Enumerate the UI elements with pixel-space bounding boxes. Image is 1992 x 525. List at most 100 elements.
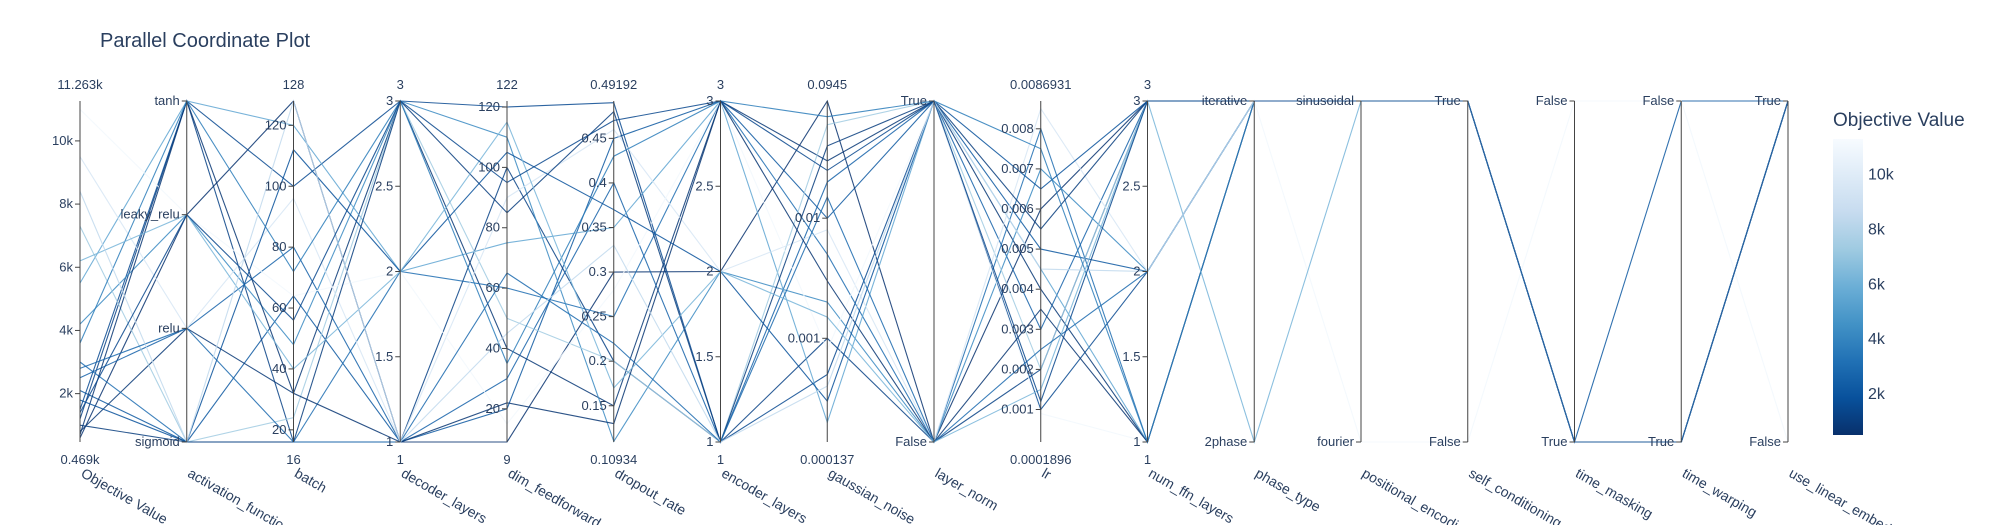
tick-label: 100 — [265, 178, 287, 193]
tick-label: True — [901, 93, 927, 108]
range-min-label: 16 — [286, 452, 300, 467]
range-max-label: 128 — [283, 77, 305, 92]
tick-label: 80 — [272, 239, 286, 254]
tick-label: 10k — [52, 133, 73, 148]
tick-label: relu — [158, 320, 180, 335]
tick-label: 100 — [478, 159, 500, 174]
axis-title: positional_encodi — [1360, 465, 1462, 525]
tick-label: 2 — [1133, 264, 1140, 279]
axis-title: self_conditioning — [1466, 465, 1564, 525]
tick-label: 0.25 — [581, 309, 606, 324]
axis-title: dim_feedforward — [506, 465, 604, 525]
tick-label: 4k — [59, 322, 73, 337]
tick-label: 1 — [1133, 434, 1140, 449]
tick-label: 2 — [706, 264, 713, 279]
tick-label: 40 — [272, 361, 286, 376]
axis-title: use_linear_embed — [1787, 465, 1895, 525]
range-min-label: 9 — [503, 452, 510, 467]
tick-label: 1 — [386, 434, 393, 449]
tick-label: 8k — [59, 196, 73, 211]
range-min-label: 1 — [717, 452, 724, 467]
range-min-label: 0.10934 — [590, 452, 637, 467]
tick-label: 2.5 — [695, 178, 713, 193]
tick-label: sigmoid — [135, 434, 180, 449]
range-min-label: 0.000137 — [800, 452, 854, 467]
tick-label: 2k — [59, 386, 73, 401]
tick-label: True — [1435, 93, 1461, 108]
axis-title: time_masking — [1573, 465, 1656, 522]
axis-layer-norm: False True layer_norm — [895, 93, 1001, 514]
tick-label: 0.003 — [1001, 321, 1034, 336]
tick-label: 0.006 — [1001, 201, 1034, 216]
axis-title: lr — [1039, 465, 1054, 483]
tick-label: 120 — [478, 99, 500, 114]
range-min-label: 1 — [397, 452, 404, 467]
range-min-label: 0.469k — [60, 452, 100, 467]
colorbar-gradient — [1833, 139, 1863, 435]
tick-label: 0.002 — [1001, 361, 1034, 376]
axis-title: encoder_layers — [719, 465, 810, 525]
tick-label: False — [1749, 434, 1781, 449]
tick-label: 1 — [706, 434, 713, 449]
tick-label: 0.15 — [581, 398, 606, 413]
axis-time-masking: True False time_masking — [1536, 93, 1656, 522]
colorbar-title: Objective Value — [1833, 110, 1965, 131]
tick-label: 40 — [486, 340, 500, 355]
tick-label: 0.004 — [1001, 281, 1034, 296]
tick-label: 0.01 — [795, 210, 820, 225]
tick-label: 2 — [386, 264, 393, 279]
tick-label: 2.5 — [375, 178, 393, 193]
axis-title: dropout_rate — [612, 465, 689, 519]
range-max-label: 3 — [397, 77, 404, 92]
tick-label: fourier — [1317, 434, 1355, 449]
tick-label: False — [1429, 434, 1461, 449]
tick-label: 6k — [59, 259, 73, 274]
range-max-label: 0.49192 — [590, 77, 637, 92]
tick-label: 1.5 — [1122, 349, 1140, 364]
tick-label: 60 — [486, 280, 500, 295]
axis-title: num_ffn_layers — [1146, 465, 1237, 525]
tick-label: 0.4 — [589, 175, 607, 190]
tick-label: 0.005 — [1001, 241, 1034, 256]
tick-label: 2.5 — [1122, 178, 1140, 193]
axis-title: phase_type — [1253, 465, 1324, 515]
axis-activation-functio: sigmoid relu leaky_relu tanh activation_func… — [120, 93, 287, 525]
axis-use-linear-embed: False True use_linear_embed — [1749, 93, 1894, 525]
range-max-label: 0.0945 — [807, 77, 847, 92]
tick-label: 0.008 — [1001, 121, 1034, 136]
range-max-label: 3 — [1144, 77, 1151, 92]
axis-lr: 0.001 0.002 0.003 0.004 0.005 0.006 0.007 0.008… — [1001, 77, 1071, 483]
tick-label: 0.35 — [581, 219, 606, 234]
tick-label: 120 — [265, 117, 287, 132]
tick-label: iterative — [1202, 93, 1248, 108]
tick-label: True — [1755, 93, 1781, 108]
axis-title: batch — [292, 465, 330, 496]
axis-title: Objective Value — [79, 465, 171, 525]
range-min-label: 0.0001896 — [1010, 452, 1071, 467]
axis-self-conditioning: False True self_conditioning — [1429, 93, 1565, 525]
tick-label: 20 — [272, 422, 286, 437]
colorbar: Objective Value 2k 4k 6k 8k 10k — [1833, 110, 1965, 435]
tick-label: True — [1541, 434, 1567, 449]
range-max-label: 3 — [717, 77, 724, 92]
axis-time-warping: True False time_warping — [1642, 93, 1759, 520]
tick-label: True — [1648, 434, 1674, 449]
tick-label: leaky_relu — [120, 207, 179, 222]
range-max-label: 0.0086931 — [1010, 77, 1071, 92]
colorbar-tick-label: 2k — [1868, 386, 1886, 403]
tick-label: False — [1536, 93, 1568, 108]
tick-label: 80 — [486, 220, 500, 235]
tick-label: 1.5 — [375, 349, 393, 364]
tick-label: 1.5 — [695, 349, 713, 364]
tick-label: False — [1642, 93, 1674, 108]
axis-title: layer_norm — [933, 465, 1002, 514]
axis-title: time_warping — [1680, 465, 1760, 520]
tick-label: 0.2 — [589, 353, 607, 368]
